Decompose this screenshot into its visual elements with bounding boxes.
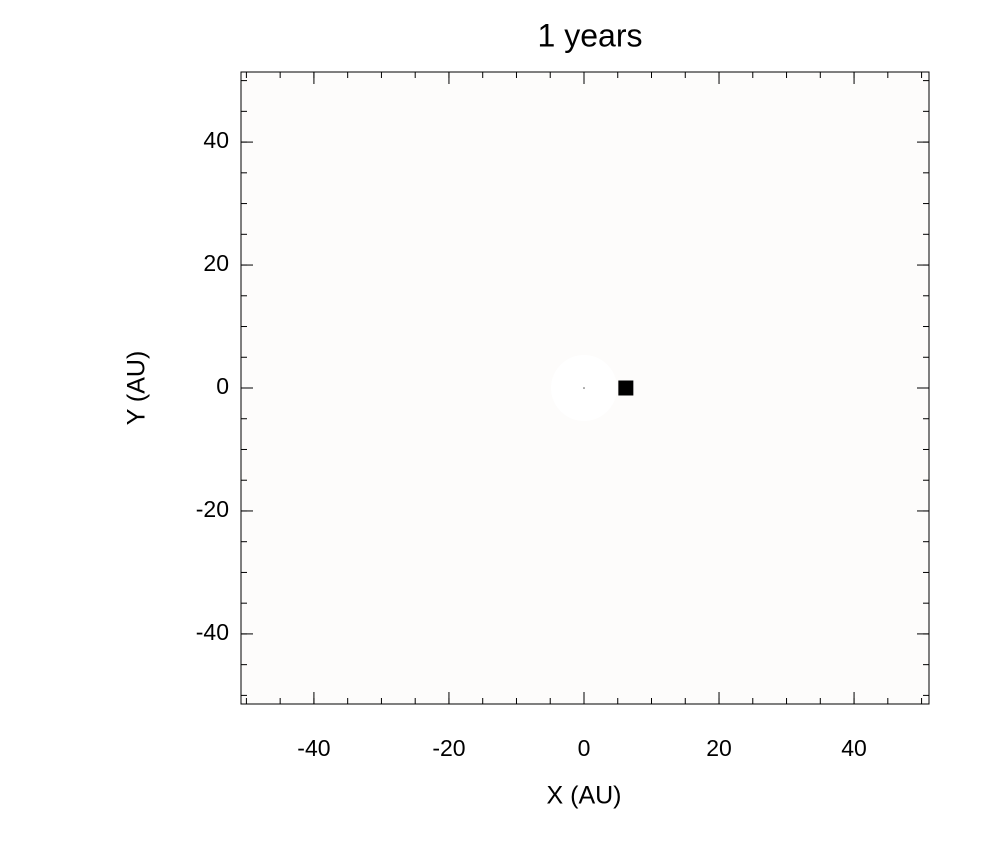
y-tick-label: 40 (203, 127, 229, 153)
chart-title: 1 years (538, 17, 643, 53)
y-tick-label: 20 (203, 250, 229, 276)
x-axis-label: X (AU) (547, 782, 622, 810)
y-tick-label: -40 (196, 619, 229, 645)
x-tick-label: 0 (578, 735, 591, 761)
y-tick-label: -20 (196, 496, 229, 522)
x-tick-label: -20 (432, 735, 465, 761)
y-axis-label: Y (AU) (123, 351, 151, 426)
center-dot (583, 387, 585, 389)
x-tick-label: 20 (706, 735, 732, 761)
x-tick-label: 40 (841, 735, 867, 761)
x-tick-label: -40 (297, 735, 330, 761)
point (618, 380, 634, 396)
y-tick-label: 0 (216, 373, 229, 399)
